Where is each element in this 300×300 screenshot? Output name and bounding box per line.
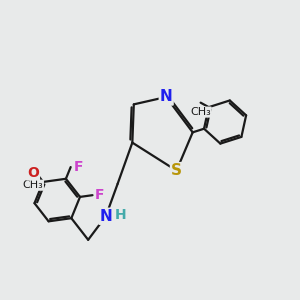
Text: S: S xyxy=(171,163,182,178)
Text: F: F xyxy=(73,160,83,174)
Text: O: O xyxy=(27,166,39,179)
Text: H: H xyxy=(115,208,126,222)
Text: N: N xyxy=(100,209,112,224)
Text: N: N xyxy=(160,89,172,104)
Text: CH₃: CH₃ xyxy=(23,180,44,190)
Text: F: F xyxy=(95,188,105,202)
Text: CH₃: CH₃ xyxy=(190,107,211,117)
